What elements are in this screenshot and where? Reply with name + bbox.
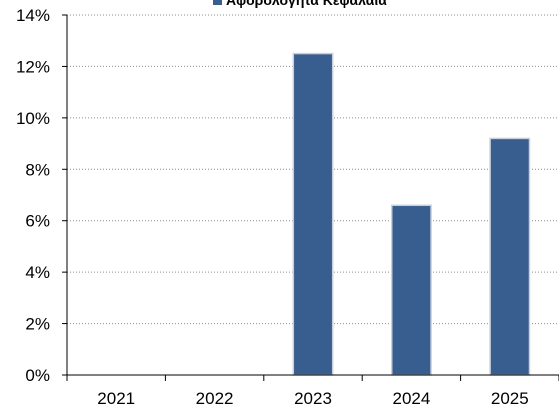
legend-swatch: [213, 0, 222, 5]
y-tick-label: 0%: [25, 366, 50, 385]
legend: Αφορολόγητα Κεφάλαια: [213, 0, 387, 8]
y-tick-label: 14%: [16, 6, 50, 25]
x-tick-label: 2021: [97, 389, 135, 405]
y-tick-label: 12%: [16, 57, 50, 76]
y-axis-ticks: 0% 2% 4% 6% 8% 10% 12% 14%: [16, 6, 67, 385]
y-tick-label: 2%: [25, 315, 50, 334]
y-tick-label: 10%: [16, 109, 50, 128]
bars: [292, 52, 531, 376]
x-tick-label: 2022: [196, 389, 234, 405]
x-axis-ticks: 2021 2022 2023 2024 2025: [66, 375, 559, 405]
bar-2023: [292, 52, 334, 376]
legend-label: Αφορολόγητα Κεφάλαια: [226, 0, 387, 8]
x-tick-label: 2025: [491, 389, 529, 405]
y-tick-label: 4%: [25, 263, 50, 282]
y-tick-label: 8%: [25, 160, 50, 179]
y-tick-label: 6%: [25, 212, 50, 231]
bar-2025: [489, 137, 531, 376]
bar-2024: [390, 204, 432, 376]
x-tick-label: 2024: [392, 389, 430, 405]
x-tick-label: 2023: [294, 389, 332, 405]
